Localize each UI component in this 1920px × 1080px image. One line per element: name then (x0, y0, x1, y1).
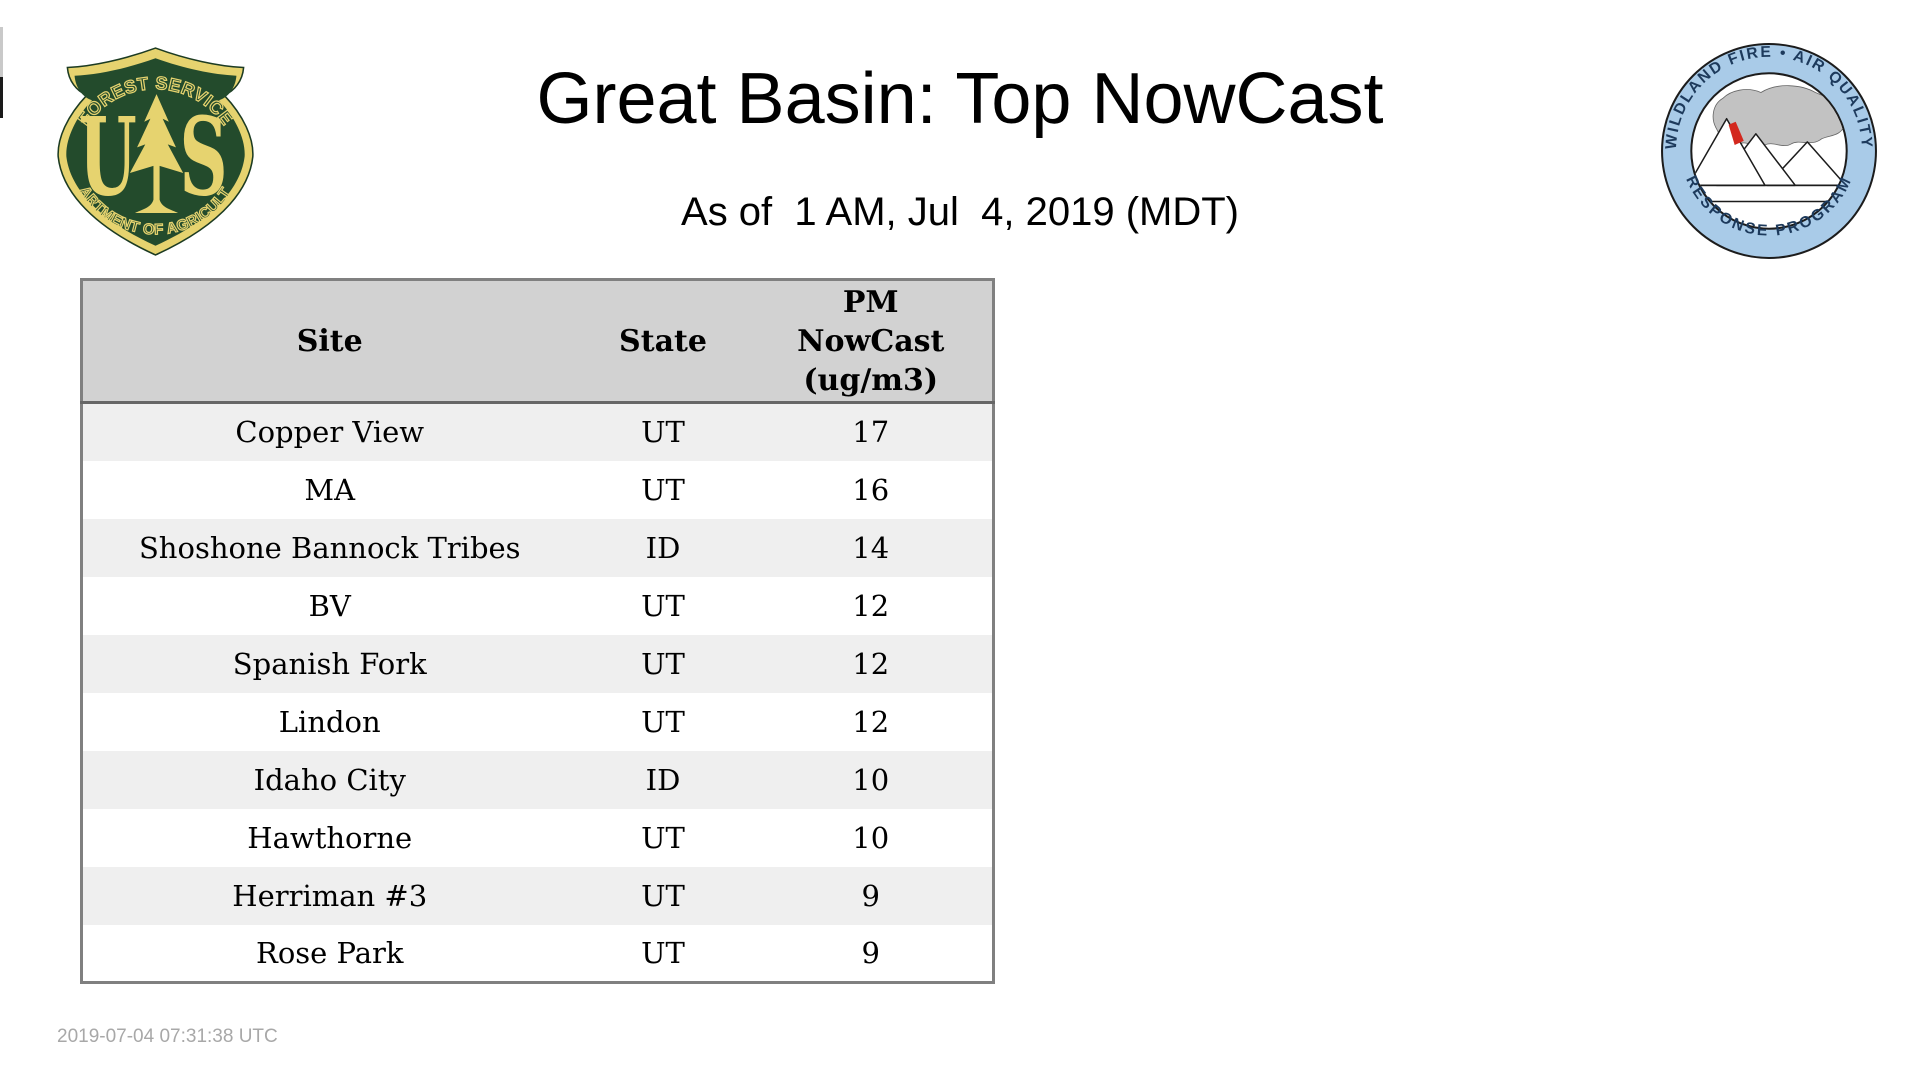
site-cell: Rose Park (256, 935, 404, 970)
screen-edge-artifact (0, 77, 3, 118)
state-cell: UT (641, 820, 685, 855)
value-cell: 9 (861, 935, 880, 970)
table-row: Idaho City ID 10 (81, 750, 994, 809)
flame-icon (1728, 121, 1744, 145)
screen-edge-artifact (0, 27, 3, 77)
state-cell: ID (645, 762, 681, 797)
site-cell: Hawthorne (247, 820, 413, 855)
value-cell: 16 (852, 472, 890, 507)
state-cell: UT (641, 935, 685, 970)
column-header-state: State (576, 279, 750, 404)
forest-service-logo: FOREST SERVICE DEPARTMENT OF AGRICULTURE… (47, 33, 258, 261)
airfire-circle-icon: WILDLAND FIRE • AIR QUALITY RESPONSE PRO… (1661, 43, 1877, 259)
site-cell: Spanish Fork (232, 646, 427, 681)
value-cell: 14 (852, 530, 890, 565)
forest-service-shield-icon: FOREST SERVICE DEPARTMENT OF AGRICULTURE… (47, 33, 254, 256)
table-row: Rose Park UT 9 (81, 924, 994, 983)
nowcast-table: Site State PM NowCast (ug/m3) Copper Vie… (80, 278, 995, 984)
value-cell: 9 (861, 878, 880, 913)
us-letter-s: S (180, 95, 228, 221)
site-cell: MA (304, 472, 356, 507)
state-cell: UT (641, 472, 685, 507)
site-cell: Herriman #3 (232, 878, 428, 913)
value-cell: 12 (852, 704, 890, 739)
state-cell: UT (641, 704, 685, 739)
pm-header-line3: (ug/m3) (803, 362, 939, 398)
pm-header-line1: PM (842, 284, 899, 320)
wildland-fire-air-quality-logo: WILDLAND FIRE • AIR QUALITY RESPONSE PRO… (1658, 40, 1880, 267)
site-cell: Copper View (235, 415, 425, 450)
table-row: Copper View UT 17 (81, 402, 994, 461)
table-row: Hawthorne UT 10 (81, 808, 994, 867)
column-header-site: Site (81, 279, 577, 404)
state-cell: UT (641, 415, 685, 450)
value-cell: 12 (852, 588, 890, 623)
value-cell: 10 (852, 820, 890, 855)
site-cell: Lindon (278, 704, 381, 739)
page-title: Great Basin: Top NowCast (536, 59, 1384, 139)
value-cell: 12 (852, 646, 890, 681)
site-cell: BV (308, 588, 351, 623)
table-row: Herriman #3 UT 9 (81, 866, 994, 925)
state-cell: UT (641, 646, 685, 681)
table-header-row: Site State PM NowCast (ug/m3) (81, 279, 994, 404)
page-subtitle: As of 1 AM, Jul 4, 2019 (MDT) (681, 190, 1239, 234)
table-row: Shoshone Bannock Tribes ID 14 (81, 518, 994, 577)
value-cell: 10 (852, 762, 890, 797)
us-letter-u: U (79, 95, 137, 221)
pine-tree-icon (129, 94, 184, 213)
site-cell: Idaho City (253, 762, 406, 797)
table-row: Spanish Fork UT 12 (81, 634, 994, 693)
column-header-pm-nowcast: PM NowCast (ug/m3) (749, 279, 994, 404)
state-cell: ID (645, 530, 681, 565)
pm-header-line2: NowCast (797, 323, 945, 359)
site-cell: Shoshone Bannock Tribes (138, 530, 521, 565)
footer-timestamp: 2019-07-04 07:31:38 UTC (57, 1026, 278, 1047)
value-cell: 17 (852, 415, 890, 450)
table-row: Lindon UT 12 (81, 692, 994, 751)
table-row: MA UT 16 (81, 460, 994, 519)
table-row: BV UT 12 (81, 576, 994, 635)
state-cell: UT (641, 878, 685, 913)
state-cell: UT (641, 588, 685, 623)
